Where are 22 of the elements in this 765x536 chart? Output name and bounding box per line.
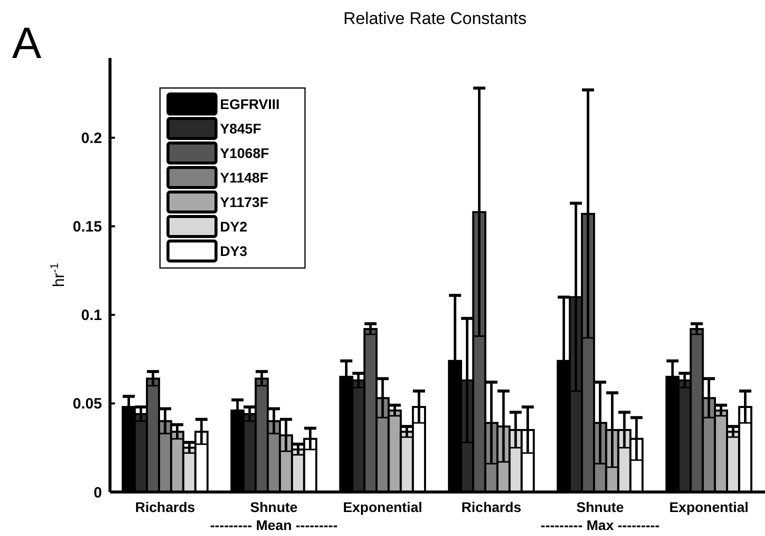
x-tick-label: Shnute [250, 499, 298, 515]
text: --------- Mean --------- [210, 517, 338, 533]
chart-title: Relative Rate Constants [343, 9, 527, 28]
y-tick-label: 0 [94, 484, 102, 502]
legend-label: Y1148F [220, 169, 269, 186]
legend-label: Y1173F [220, 194, 269, 210]
y-tick-label: 0.2 [81, 130, 102, 147]
legend-label: DY2 [220, 218, 248, 234]
x-tick-label: Exponential [342, 499, 422, 515]
legend-label: EGFRVIII [220, 96, 280, 112]
y-tick-label: 0.05 [72, 396, 102, 413]
legend-label: Y1068F [220, 144, 270, 161]
x-tick-label: Richards [135, 499, 196, 515]
x-tick-label: Exponential [669, 499, 749, 515]
x-tick-label: Shnute [576, 499, 624, 515]
legend-label: Y845F [220, 120, 262, 136]
text: A [12, 19, 42, 68]
y-tick-label: 0.1 [81, 307, 102, 324]
text: --------- Max --------- [540, 517, 660, 533]
legend-label: DY3 [220, 242, 248, 259]
x-tick-label: Richards [461, 499, 522, 515]
y-tick-label: 0.15 [72, 218, 102, 236]
